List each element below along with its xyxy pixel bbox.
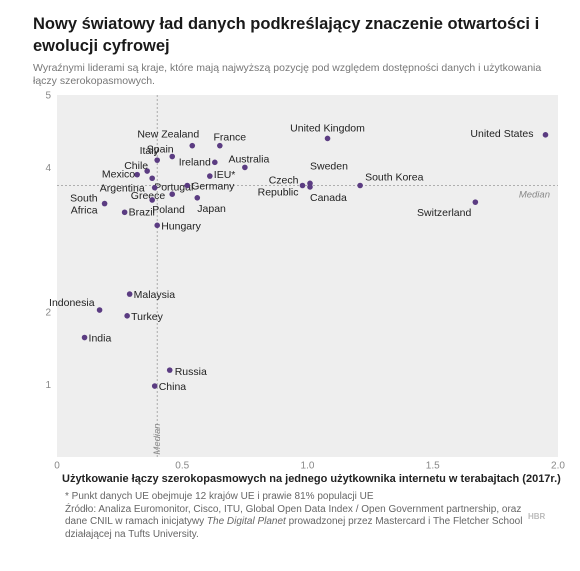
point-china [151,383,158,389]
point-malaysia [126,291,133,297]
point-brazil [121,209,128,216]
point-label-chile: Chile [124,160,148,172]
y-tick-label: 4 [45,163,51,174]
y-tick-label: 5 [45,91,51,102]
point-label-ireland: Ireland [179,156,211,168]
point-label-indonesia: Indonesia [49,297,95,309]
point-label-united-states: United States [470,128,533,140]
point-label-portugal: Portugal [154,181,193,193]
point-label-hungary: Hungary [161,220,201,232]
source-text: Źródło: Analiza Euromonitor, Cisco, ITU,… [65,504,535,542]
point-label-russia: Russia [175,366,207,378]
x-tick-label: 0.5 [175,460,189,471]
point-label-greece: Greece [131,190,166,202]
point-chile [144,168,150,174]
point-south-africa [101,200,108,207]
point-france [217,142,223,149]
x-tick-label: 1.0 [301,460,315,471]
plot-area [57,95,558,457]
x-tick-label: 2.0 [551,460,565,471]
point-label-south-africa: South Africa [70,193,98,217]
median-label-horizontal: Median [519,190,550,201]
point-label-malaysia: Malaysia [134,289,176,301]
point-united-kingdom [324,135,331,142]
point-south-korea [357,182,363,189]
point-switzerland [472,199,479,205]
point-ireland [212,159,218,166]
point-russia [166,367,173,373]
y-tick-label: 1 [45,380,51,391]
point-argentina [151,184,158,191]
point-greece [169,191,176,197]
footnote-eu: * Punkt danych UE obejmuje 12 krajów UE … [65,491,374,502]
x-axis-label: Użytkowanie łączy szerokopasmowych na je… [62,473,561,485]
point-czech-republic [299,182,306,189]
point-turkey [124,313,130,319]
point-label-germany: Germany [191,181,235,193]
point-label-argentina: Argentina [100,183,145,195]
point-japan [194,195,201,201]
point-ieu [207,173,213,179]
point-label-mexico: Mexico [102,169,135,181]
point-label-switzerland: Switzerland [417,207,471,219]
x-tick-label: 0 [54,460,60,471]
point-label-turkey: Turkey [131,311,163,323]
point-label-india: India [89,333,112,345]
point-label-poland: Poland [152,204,185,216]
source-italic: The Digital Planet [206,516,286,527]
point-united-states [542,132,549,138]
point-hungary [154,222,160,229]
point-canada [307,184,313,190]
point-label-new-zealand: New Zealand [137,129,199,141]
point-label-spain: Spain [147,144,174,156]
point-australia [242,164,248,171]
point-label-south-korea: South Korea [365,172,424,184]
chart-subtitle: Wyraźnymi liderami są kraje, które mają … [33,62,542,87]
point-label-united-kingdom: United Kingdom [290,122,365,134]
point-india [81,334,88,341]
median-label-vertical: Median [152,423,163,454]
point-label-canada: Canada [310,192,347,204]
point-label-sweden: Sweden [310,160,348,172]
point-germany [184,182,191,189]
point-label-china: China [159,381,187,393]
source-prefix: Źródło: Analiza Euromonitor, Cisco, ITU,… [65,503,522,528]
point-label-ieu: IEU* [214,169,236,181]
point-label-brazil: Brazil [129,206,155,218]
point-italy [154,157,160,163]
point-spain [169,153,176,160]
point-new-zealand [189,142,196,149]
point-mexico [134,171,140,178]
point-label-czech-republic: Czech Republic [258,175,299,199]
chart-title: Nowy światowy ład danych podkreślający z… [33,15,540,55]
point-portugal [149,175,155,182]
point-poland [149,197,155,203]
point-label-italy: Italy [140,145,160,157]
y-tick-label: 2 [45,308,51,319]
point-label-australia: Australia [228,153,269,165]
source-notes: * Punkt danych UE obejmuje 12 krajów UE … [65,491,535,541]
hbr-logo: HBR [528,512,546,521]
point-label-japan: Japan [197,203,226,215]
point-label-france: France [213,132,246,144]
source-suffix: prowadzonej przez Mastercard i The Fletc… [65,516,523,540]
point-indonesia [96,307,103,313]
x-tick-label: 1.5 [426,460,440,471]
